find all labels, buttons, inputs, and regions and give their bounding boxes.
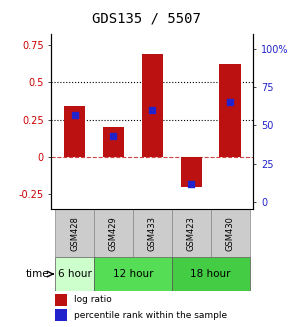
Text: 12 hour: 12 hour bbox=[113, 269, 153, 279]
Text: log ratio: log ratio bbox=[74, 295, 111, 304]
Text: GSM433: GSM433 bbox=[148, 216, 157, 251]
Point bbox=[189, 181, 194, 186]
Bar bbox=[55, 257, 94, 291]
Text: 18 hour: 18 hour bbox=[190, 269, 231, 279]
Point bbox=[228, 100, 232, 105]
Text: percentile rank within the sample: percentile rank within the sample bbox=[74, 311, 227, 320]
Bar bbox=[142, 54, 163, 157]
Text: GSM423: GSM423 bbox=[187, 216, 196, 251]
Bar bbox=[55, 209, 94, 257]
Bar bbox=[172, 209, 211, 257]
Text: GSM430: GSM430 bbox=[226, 216, 235, 251]
Bar bbox=[133, 209, 172, 257]
Point bbox=[72, 112, 77, 117]
Bar bbox=[172, 257, 250, 291]
Bar bbox=[55, 309, 67, 321]
Text: GSM429: GSM429 bbox=[109, 216, 118, 251]
Bar bbox=[94, 209, 133, 257]
Point bbox=[111, 133, 116, 139]
Point bbox=[150, 107, 155, 112]
Bar bbox=[211, 209, 250, 257]
Bar bbox=[180, 157, 202, 187]
Text: GDS135 / 5507: GDS135 / 5507 bbox=[92, 11, 201, 26]
Text: GSM428: GSM428 bbox=[70, 216, 79, 251]
Bar bbox=[55, 294, 67, 305]
Bar bbox=[103, 127, 124, 157]
Text: time: time bbox=[26, 269, 49, 279]
Text: 6 hour: 6 hour bbox=[58, 269, 91, 279]
Bar bbox=[219, 64, 241, 157]
Bar bbox=[64, 106, 85, 157]
Bar bbox=[94, 257, 172, 291]
